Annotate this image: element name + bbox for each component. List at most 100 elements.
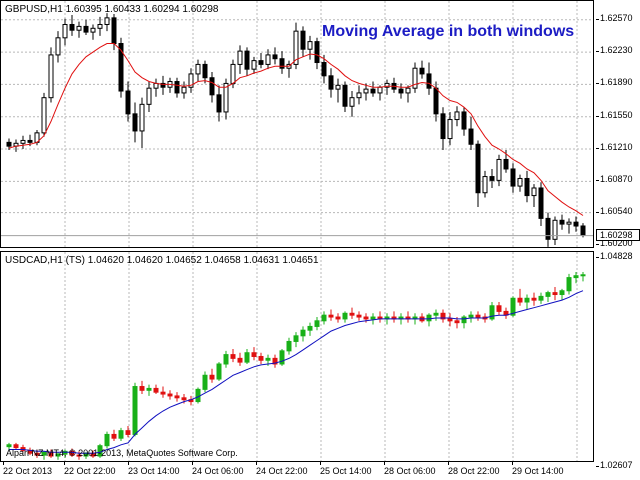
gbpusd-candle-body	[342, 84, 348, 107]
usdcad-candle-body	[104, 433, 110, 447]
usdcad-candle-body	[307, 325, 313, 331]
gbpusd-candle-body	[426, 73, 432, 89]
usdcad-candle-body	[566, 277, 572, 292]
gbpusd-price-tick	[596, 51, 599, 53]
gbpusd-candle-body	[55, 37, 61, 56]
usdcad-candle-body	[279, 350, 285, 365]
gbpusd-candle-body	[125, 90, 131, 115]
gbpusd-candle-body	[251, 60, 257, 70]
gbpusd-candle-body	[433, 87, 439, 115]
gbpusd-candle-body	[90, 27, 96, 33]
gbpusd-price-tick	[596, 148, 599, 149]
usdcad-candle-body	[440, 312, 446, 320]
usdcad-candle-body	[342, 312, 348, 320]
usdcad-candle-body	[447, 318, 453, 322]
time-label: 28 Oct 06:00	[384, 466, 436, 476]
gbpusd-candle-body	[111, 17, 117, 45]
usdcad-candle-body	[496, 305, 502, 312]
gbpusd-candle-body	[419, 67, 425, 75]
usdcad-chart-pane[interactable]: USDCAD,H1 (TS) 1.04620 1.04620 1.04652 1…	[0, 251, 594, 462]
gbpusd-candle-body	[356, 92, 362, 99]
gbpusd-candle-body	[524, 177, 530, 197]
gbpusd-price-tick	[596, 180, 599, 182]
gbpusd-price-label: 1.62230	[600, 45, 633, 56]
usdcad-candle-body	[69, 450, 75, 456]
time-axis[interactable]: 22 Oct 2013 22 Oct 22:00 23 Oct 14:00 24 Oc…	[0, 462, 594, 480]
gbpusd-candle-body	[76, 25, 82, 31]
gbpusd-candle-body	[489, 176, 495, 181]
usdcad-candle-body	[293, 335, 299, 342]
gbpusd-candle-body	[447, 119, 453, 140]
usdcad-candle-body	[272, 357, 278, 365]
usdcad-candle-body	[34, 452, 40, 456]
gbpusd-price-tick	[596, 83, 599, 85]
gbpusd-candle-body	[545, 217, 551, 240]
chart-overlay-title: Moving Average in both windows	[322, 23, 575, 40]
usdcad-candle-body	[230, 354, 236, 359]
gbpusd-candle-body	[230, 63, 236, 84]
usdcad-symbol-info: USDCAD,H1 (TS) 1.04620 1.04620 1.04652 1…	[5, 255, 319, 266]
gbpusd-candle-body	[139, 103, 145, 132]
usdcad-candle-body	[363, 316, 369, 320]
usdcad-candle-body	[202, 374, 208, 390]
gbpusd-candle-body	[482, 176, 488, 194]
gbpusd-chart-pane[interactable]: GBPUSD,H1 1.60395 1.60433 1.60294 1.6029…	[0, 0, 594, 248]
gbpusd-candle-body	[6, 141, 12, 147]
usdcad-price-axis[interactable]: 1.04828 1.02607	[596, 251, 640, 470]
usdcad-candle-body	[328, 314, 334, 318]
gbpusd-candle-body	[349, 97, 355, 107]
usdcad-candle-body	[356, 314, 362, 318]
gbpusd-candle-body	[454, 111, 460, 121]
gbpusd-candle-body	[293, 30, 299, 65]
gbpusd-candle-body	[531, 187, 537, 197]
gbpusd-price-label: 1.60540	[600, 205, 633, 216]
gbpusd-candle-body	[209, 77, 215, 96]
gbpusd-candle-body	[41, 97, 47, 134]
gbpusd-candlestick-chart	[1, 1, 593, 247]
gbpusd-candle-body	[461, 111, 467, 130]
usdcad-candle-body	[426, 314, 432, 322]
usdcad-candle-body	[167, 393, 173, 397]
gbpusd-price-axis[interactable]: 1.62570 1.62230 1.61890 1.61550 1.61210 1.608…	[596, 0, 640, 250]
time-tick	[128, 462, 129, 465]
time-tick	[448, 462, 449, 465]
gbpusd-candle-body	[146, 87, 152, 105]
gbpusd-candle-body	[552, 219, 558, 240]
usdcad-candle-body	[349, 312, 355, 316]
gbpusd-candle-body	[97, 24, 103, 29]
gbpusd-candle-body	[538, 187, 544, 219]
time-tick	[256, 462, 257, 465]
usdcad-candle-body	[335, 316, 341, 320]
usdcad-candle-body	[160, 391, 166, 395]
usdcad-candle-body	[223, 354, 229, 365]
usdcad-candle-body	[97, 445, 103, 457]
usdcad-moving-average-line	[9, 290, 584, 454]
usdcad-candle-body	[181, 397, 187, 401]
usdcad-candle-body	[489, 305, 495, 320]
usdcad-candle-body	[118, 430, 124, 439]
usdcad-candle-body	[76, 454, 82, 457]
usdcad-price-tick	[596, 257, 599, 259]
usdcad-candle-body	[153, 387, 159, 393]
time-label: 24 Oct 22:00	[256, 466, 308, 476]
usdcad-candle-body	[258, 355, 264, 361]
gbpusd-candle-body	[503, 158, 509, 170]
time-tick	[3, 462, 4, 465]
usdcad-candle-body	[314, 320, 320, 327]
usdcad-candle-body	[580, 274, 586, 277]
gbpusd-candle-body	[48, 54, 54, 99]
usdcad-candle-body	[265, 357, 271, 361]
time-label: 28 Oct 22:00	[448, 466, 500, 476]
gbpusd-candle-body	[258, 60, 264, 65]
time-tick	[192, 462, 193, 465]
gbpusd-candle-body	[496, 158, 502, 181]
gbpusd-candle-body	[69, 24, 75, 31]
usdcad-candle-body	[321, 314, 327, 322]
gbpusd-candle-body	[363, 88, 369, 94]
usdcad-price-label: 1.02607	[600, 459, 633, 470]
usdcad-candle-body	[209, 374, 215, 380]
gbpusd-candle-body	[398, 88, 404, 94]
usdcad-candle-body	[475, 314, 481, 318]
usdcad-candle-body	[545, 292, 551, 297]
